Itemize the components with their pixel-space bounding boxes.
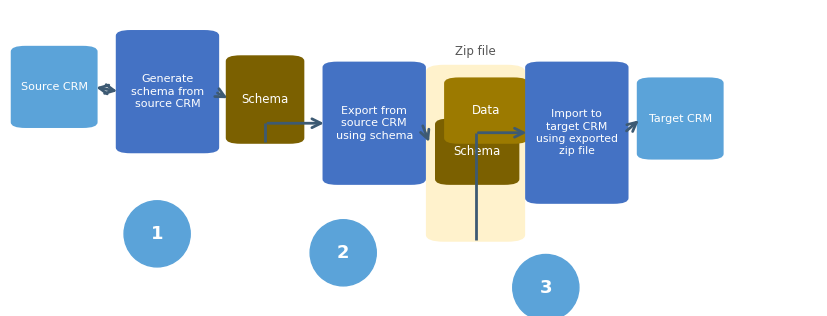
FancyBboxPatch shape xyxy=(116,30,219,153)
Text: Zip file: Zip file xyxy=(455,46,496,58)
Ellipse shape xyxy=(310,220,376,286)
Text: Generate
schema from
source CRM: Generate schema from source CRM xyxy=(131,74,204,109)
FancyBboxPatch shape xyxy=(11,46,98,128)
Text: 3: 3 xyxy=(539,279,552,296)
FancyBboxPatch shape xyxy=(426,65,525,242)
FancyBboxPatch shape xyxy=(525,62,629,204)
Text: Target CRM: Target CRM xyxy=(648,113,712,124)
Text: Schema: Schema xyxy=(453,145,501,158)
Text: 2: 2 xyxy=(337,244,350,262)
Text: Schema: Schema xyxy=(241,93,289,106)
Ellipse shape xyxy=(124,201,190,267)
FancyBboxPatch shape xyxy=(323,62,426,185)
FancyBboxPatch shape xyxy=(435,118,519,185)
FancyBboxPatch shape xyxy=(637,77,724,160)
FancyBboxPatch shape xyxy=(444,77,528,144)
FancyBboxPatch shape xyxy=(226,55,304,144)
Ellipse shape xyxy=(513,254,579,316)
Text: Source CRM: Source CRM xyxy=(21,82,88,92)
Text: 1: 1 xyxy=(151,225,164,243)
Text: Data: Data xyxy=(472,104,500,117)
Text: Import to
target CRM
using exported
zip file: Import to target CRM using exported zip … xyxy=(536,109,618,156)
Text: Export from
source CRM
using schema: Export from source CRM using schema xyxy=(336,106,413,141)
